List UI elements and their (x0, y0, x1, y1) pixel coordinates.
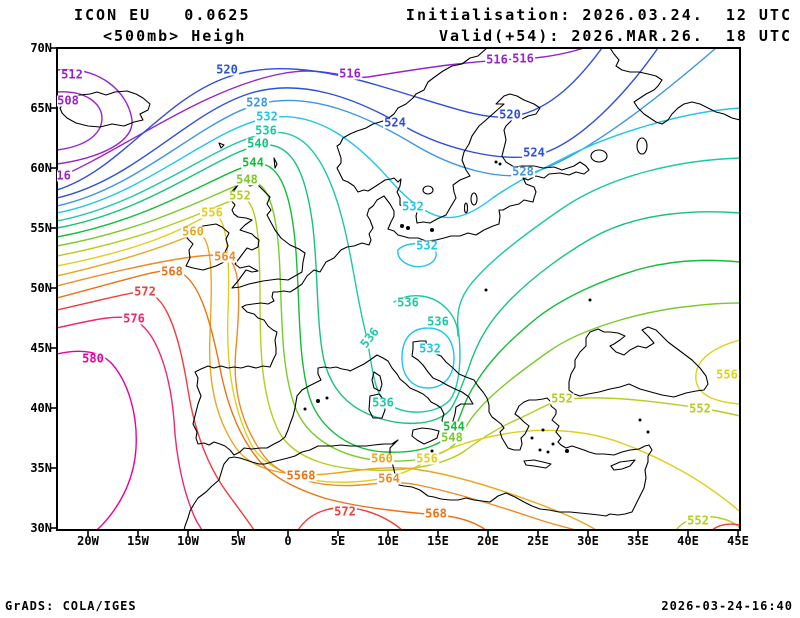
lat-tick-label: 70N (30, 41, 52, 55)
contour-lines (57, 48, 740, 530)
contour-540 (57, 144, 740, 424)
coastline-kola-white-sea (609, 48, 740, 125)
lat-tick-label: 60N (30, 161, 52, 175)
contour-572 (57, 291, 255, 530)
map-frame (51, 47, 741, 536)
island-crete (523, 459, 552, 469)
init-time: Initialisation: 2026.03.24. 12 UTC (405, 6, 792, 24)
valid-time: Valid(+54): 2026.MAR.26. 18 UTC (439, 27, 792, 45)
lat-tick-label: 65N (30, 101, 52, 115)
coastlines (59, 48, 740, 530)
island-corsica (371, 371, 383, 392)
lake-ladoga (590, 149, 608, 163)
contour-536-inner-arc (393, 295, 459, 337)
contour-528 (57, 48, 717, 207)
axis-ticks (51, 47, 739, 536)
island-shetland (273, 157, 278, 169)
contour-572-corner (711, 523, 740, 530)
island-sicily (411, 427, 440, 445)
lat-tick-label: 30N (30, 521, 52, 535)
lon-tick-label: 30E (577, 534, 599, 548)
grads-credit: GrADS: COLA/IGES (5, 599, 137, 613)
lon-tick-label: 40E (677, 534, 699, 548)
lon-tick-label: 0 (284, 534, 292, 548)
contour-544 (57, 163, 740, 453)
lon-tick-label: 25E (527, 534, 549, 548)
contour-564 (57, 254, 577, 530)
island-cyprus (610, 459, 636, 471)
lat-tick-label: 40N (30, 401, 52, 415)
island-sardinia (368, 393, 386, 419)
contour-556-pocket (695, 339, 740, 405)
contour-520 (57, 48, 603, 191)
coastline-iceland (59, 90, 151, 128)
contour-548 (57, 181, 740, 462)
contour-576 (57, 316, 203, 530)
lon-tick-label: 5W (230, 534, 246, 548)
lon-tick-label: 5E (330, 534, 346, 548)
field-title: <500mb> Heigh (103, 27, 247, 45)
lon-tick-label: 15W (127, 534, 149, 548)
lat-tick-label: 55N (30, 221, 52, 235)
lon-tick-label: 45E (727, 534, 749, 548)
island-faroe (218, 142, 225, 149)
contour-532-baltic-low (397, 242, 437, 268)
lon-tick-label: 15E (427, 534, 449, 548)
model-title: ICON EU 0.0625 (74, 6, 251, 24)
lon-tick-label: 20W (77, 534, 99, 548)
lat-tick-label: 45N (30, 341, 52, 355)
lon-tick-label: 10W (177, 534, 199, 548)
contour-512 (57, 68, 133, 165)
lat-tick-label: 35N (30, 461, 52, 475)
contour-532-italy-low (401, 327, 455, 389)
contour-536 (57, 131, 740, 413)
contour-508 (57, 91, 103, 151)
lon-tick-label: 35E (627, 534, 649, 548)
contour-552-se-corner (675, 515, 740, 530)
contour-572-africa-arc (297, 506, 403, 530)
lat-tick-label: 50N (30, 281, 52, 295)
lake-onega (636, 137, 648, 155)
contour-524 (57, 48, 659, 199)
coastline-black-sea (568, 326, 709, 398)
island-oland (463, 202, 469, 214)
lon-tick-label: 10E (377, 534, 399, 548)
lon-tick-label: 20E (477, 534, 499, 548)
creation-timestamp: 2026-03-24-16:40 (661, 599, 793, 613)
small-islands (303, 160, 650, 454)
contour-556 (57, 213, 740, 513)
contour-560 (57, 233, 597, 530)
coastline-mainland-europe (192, 48, 590, 456)
coastline-turkey-africa (183, 405, 653, 530)
lake-vanern (422, 185, 434, 195)
contour-516 (57, 48, 585, 179)
island-gotland (470, 192, 478, 206)
contour-580 (57, 350, 137, 530)
coastline-britain (228, 182, 306, 289)
